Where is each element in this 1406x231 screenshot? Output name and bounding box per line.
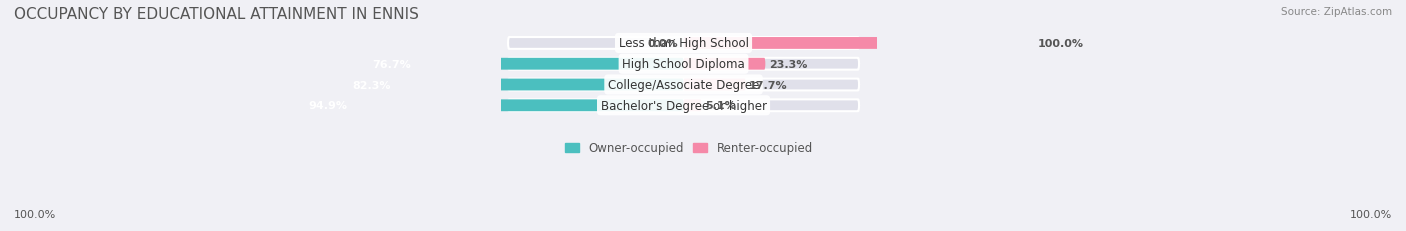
Text: High School Diploma: High School Diploma [623,58,745,71]
FancyBboxPatch shape [508,79,859,91]
Text: 82.3%: 82.3% [353,80,391,90]
Text: 0.0%: 0.0% [648,39,678,49]
Legend: Owner-occupied, Renter-occupied: Owner-occupied, Renter-occupied [561,138,817,158]
Text: Less than High School: Less than High School [619,37,748,50]
FancyBboxPatch shape [683,79,745,91]
Text: OCCUPANCY BY EDUCATIONAL ATTAINMENT IN ENNIS: OCCUPANCY BY EDUCATIONAL ATTAINMENT IN E… [14,7,419,22]
FancyBboxPatch shape [508,38,859,50]
FancyBboxPatch shape [683,100,702,112]
Text: 76.7%: 76.7% [373,59,411,70]
FancyBboxPatch shape [508,58,859,70]
Text: 23.3%: 23.3% [769,59,807,70]
Text: 94.9%: 94.9% [308,101,347,111]
Text: 100.0%: 100.0% [1038,39,1084,49]
FancyBboxPatch shape [350,100,683,112]
Text: 100.0%: 100.0% [1350,210,1392,219]
Text: College/Associate Degree: College/Associate Degree [607,79,759,92]
Text: Source: ZipAtlas.com: Source: ZipAtlas.com [1281,7,1392,17]
FancyBboxPatch shape [395,79,683,91]
Text: Bachelor's Degree or higher: Bachelor's Degree or higher [600,99,766,112]
Text: 5.1%: 5.1% [704,101,735,111]
FancyBboxPatch shape [508,100,859,112]
FancyBboxPatch shape [683,58,765,70]
Text: 17.7%: 17.7% [749,80,787,90]
Text: 100.0%: 100.0% [14,210,56,219]
FancyBboxPatch shape [415,58,683,70]
FancyBboxPatch shape [683,38,1035,50]
